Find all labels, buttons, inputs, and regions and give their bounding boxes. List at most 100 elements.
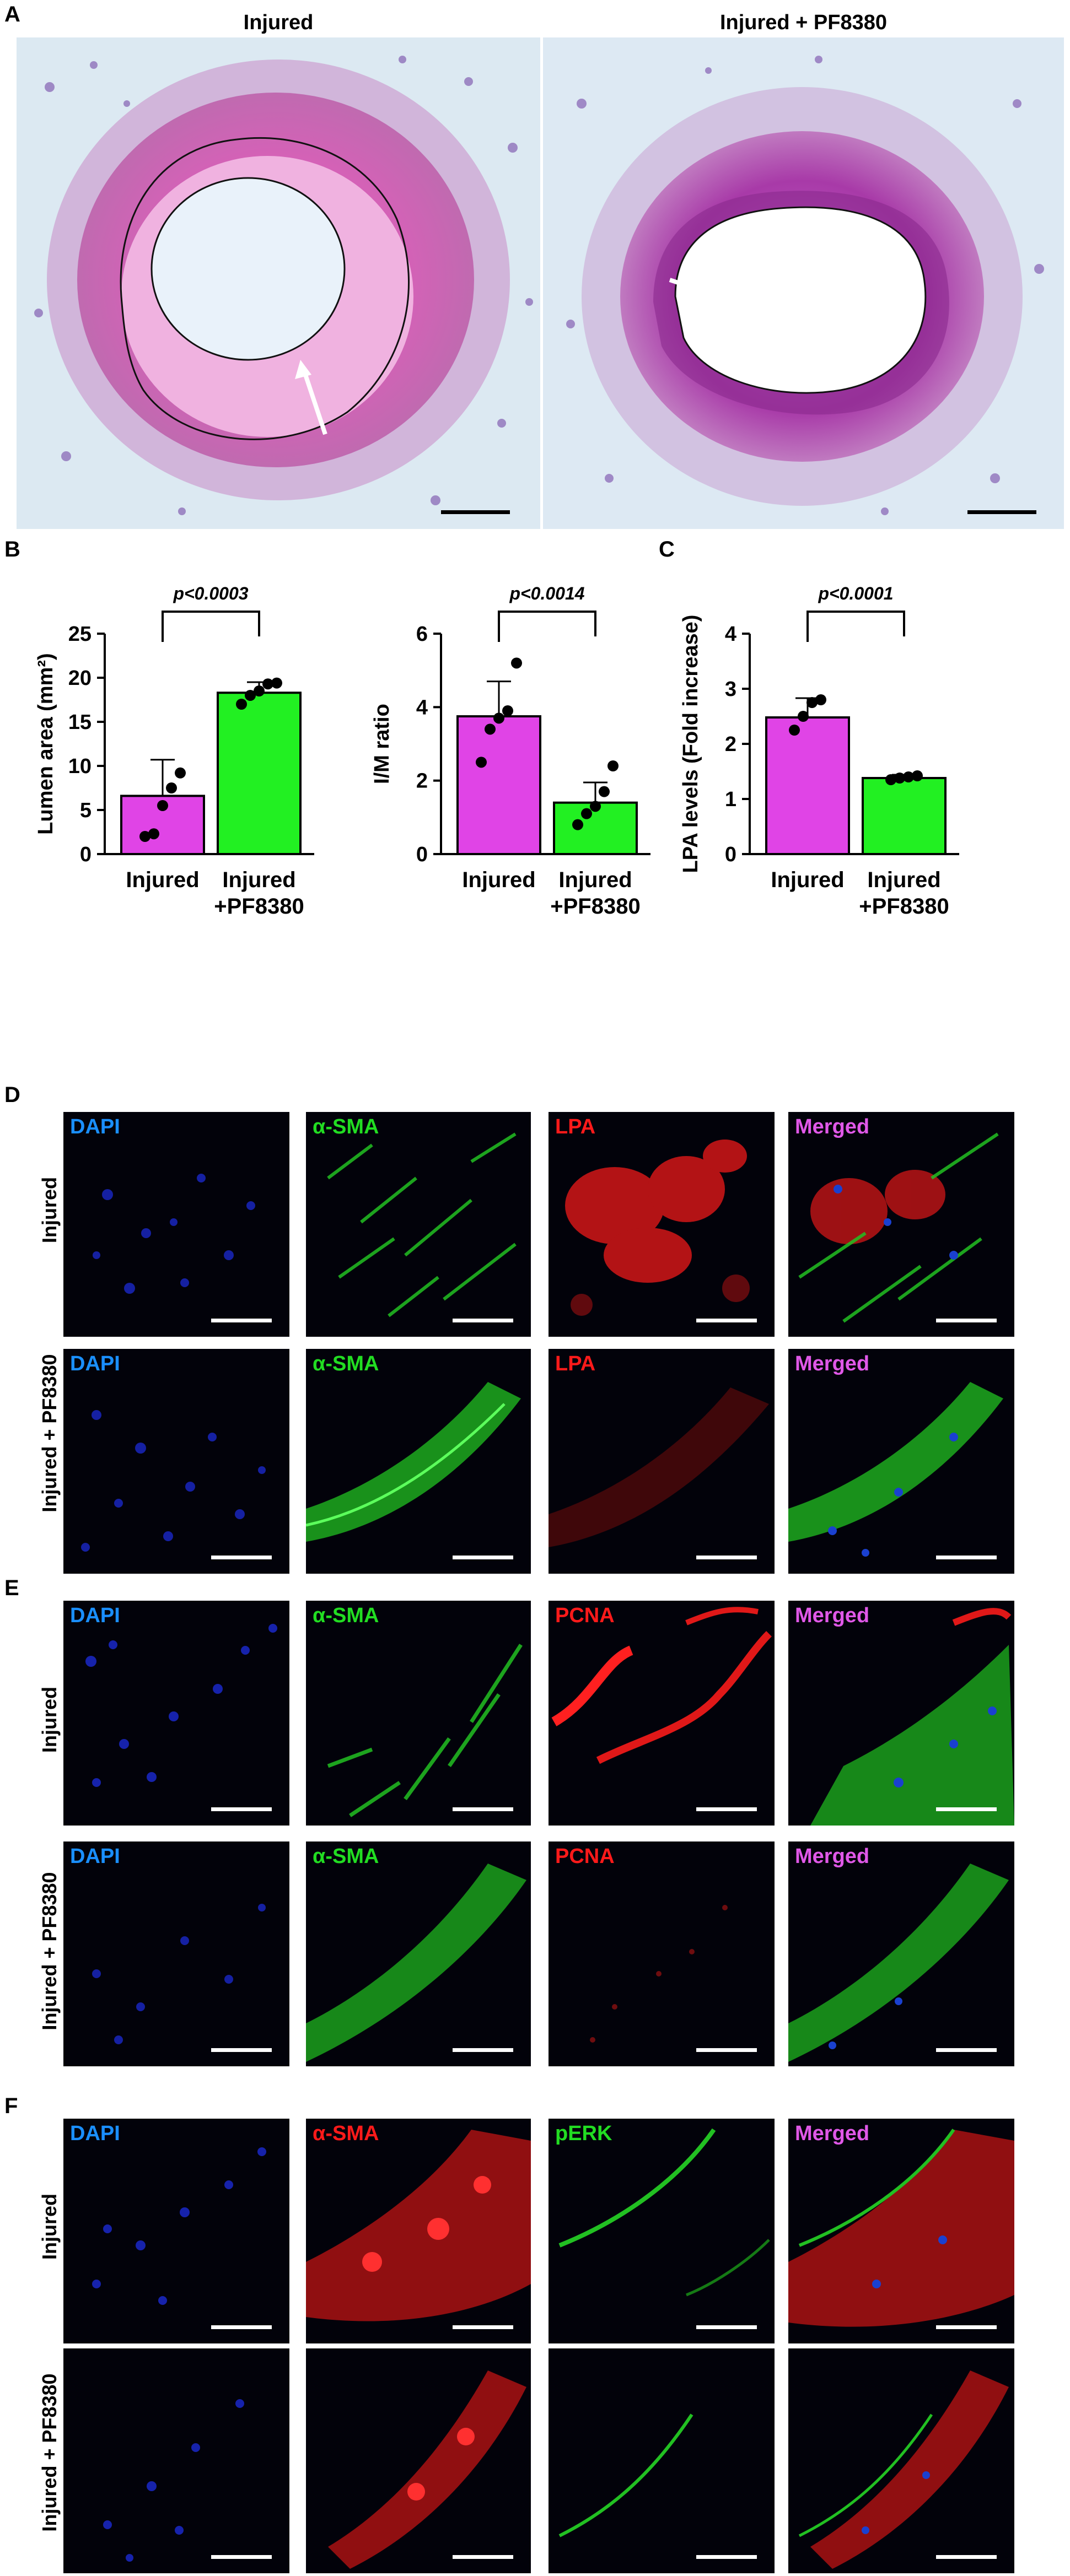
data-point bbox=[236, 699, 247, 710]
data-point bbox=[254, 685, 265, 696]
panel-d-pf8380-lpa-image: LPA bbox=[549, 1349, 775, 1574]
x-tick-label: Injured bbox=[126, 868, 199, 892]
data-point bbox=[157, 800, 168, 811]
y-tick-label: 3 bbox=[725, 678, 736, 701]
histology-injured-image bbox=[17, 37, 540, 529]
data-point bbox=[166, 782, 177, 793]
y-tick-label: 4 bbox=[416, 696, 428, 719]
p-value-label: p<0.0001 bbox=[818, 584, 893, 603]
data-point bbox=[502, 705, 513, 716]
panel-f-pf8380-sma-image bbox=[306, 2348, 531, 2573]
panel-e-row-label-injured: Injured bbox=[38, 1687, 61, 1753]
channel-label-sma: α-SMA bbox=[313, 2122, 379, 2145]
panel-f-injured-merged-image: Merged bbox=[788, 2119, 1014, 2343]
channel-label-dapi: DAPI bbox=[70, 2122, 120, 2145]
y-tick-label: 0 bbox=[416, 843, 428, 866]
panel-e-pf8380-sma-image: α-SMA bbox=[306, 1841, 531, 2066]
scale-bar bbox=[967, 510, 1036, 514]
x-tick-label: Injured bbox=[222, 868, 295, 892]
panel-f-injured-perk-image: pERK bbox=[549, 2119, 775, 2343]
significance-bracket bbox=[498, 611, 596, 642]
data-point bbox=[798, 711, 809, 722]
scale-bar bbox=[453, 1319, 513, 1322]
panel-a-left-title: Injured bbox=[243, 11, 314, 34]
channel-label-merged: Merged bbox=[795, 1115, 870, 1138]
panel-label-d: D bbox=[4, 1083, 20, 1107]
channel-label-lpa: LPA bbox=[555, 1352, 596, 1375]
x-tick-label: Injured bbox=[558, 868, 632, 892]
y-tick-label: 15 bbox=[68, 711, 92, 734]
data-point bbox=[912, 770, 923, 781]
scale-bar bbox=[453, 2325, 513, 2329]
panel-label-e: E bbox=[4, 1576, 19, 1600]
scale-bar bbox=[441, 510, 510, 514]
channel-label-sma: α-SMA bbox=[313, 1845, 379, 1868]
x-tick-label: +PF8380 bbox=[859, 894, 949, 919]
data-point bbox=[903, 771, 914, 782]
panel-label-c: C bbox=[659, 537, 675, 561]
panel-d-row-label-injured-pf8380: Injured + PF8380 bbox=[38, 1354, 61, 1513]
p-value-label: p<0.0014 bbox=[509, 584, 584, 603]
bar bbox=[456, 715, 541, 855]
panel-f-pf8380-merged-image bbox=[788, 2348, 1014, 2573]
scale-bar bbox=[696, 1319, 757, 1322]
channel-label-perk: pERK bbox=[555, 2122, 612, 2145]
scale-bar bbox=[936, 1807, 997, 1811]
panel-f-row-label-injured: Injured bbox=[38, 2194, 61, 2260]
panel-d-injured-dapi-image: DAPI bbox=[63, 1112, 289, 1337]
scale-bar bbox=[453, 1807, 513, 1811]
panel-d-pf8380-dapi-image: DAPI bbox=[63, 1349, 289, 1574]
channel-label-sma: α-SMA bbox=[313, 1604, 379, 1627]
scale-bar bbox=[453, 2048, 513, 2052]
y-tick-label: 5 bbox=[80, 799, 92, 822]
y-tick-label: 0 bbox=[80, 843, 92, 866]
panel-e-injured-merged-image: Merged bbox=[788, 1601, 1014, 1826]
data-point bbox=[590, 801, 601, 812]
y-tick-label: 1 bbox=[725, 788, 736, 811]
scale-bar bbox=[211, 1319, 272, 1322]
y-axis-label: LPA levels (Fold increase) bbox=[679, 615, 702, 873]
data-point bbox=[271, 677, 282, 689]
scale-bar bbox=[696, 2048, 757, 2052]
panel-f-injured-dapi-image: DAPI bbox=[63, 2119, 289, 2343]
lpa-levels-chart: 0 1 2 3 4 LPA levels (Fold increase) Injured In… bbox=[679, 584, 959, 919]
panel-d-injured-lpa-image: LPA bbox=[549, 1112, 775, 1337]
panel-f-pf8380-perk-image bbox=[549, 2348, 775, 2573]
data-point bbox=[262, 678, 273, 690]
y-axis-label: Lumen area (mm²) bbox=[34, 653, 57, 834]
channel-label-dapi: DAPI bbox=[70, 1604, 120, 1627]
bar bbox=[765, 716, 850, 855]
x-tick-label: Injured bbox=[771, 868, 844, 892]
lumen-area-chart: 0 5 10 15 20 25 Lumen area (mm²) Injured Injured… bbox=[34, 584, 314, 919]
panel-f-row-label-injured-pf8380: Injured + PF8380 bbox=[38, 2373, 61, 2532]
panel-e-injured-dapi-image: DAPI bbox=[63, 1601, 289, 1826]
data-point bbox=[806, 697, 818, 708]
data-point bbox=[572, 819, 583, 830]
histology-injured-pf8380-image bbox=[543, 37, 1064, 529]
channel-label-merged: Merged bbox=[795, 1845, 870, 1868]
channel-label-lpa: LPA bbox=[555, 1115, 596, 1138]
scale-bar bbox=[453, 2555, 513, 2559]
panel-label-a: A bbox=[4, 2, 20, 26]
panel-label-f: F bbox=[4, 2094, 18, 2118]
panel-e-injured-pcna-image: PCNA bbox=[549, 1601, 775, 1826]
data-point bbox=[815, 694, 826, 705]
panel-f-pf8380-dapi-image bbox=[63, 2348, 289, 2573]
panel-e-row-label-injured-pf8380: Injured + PF8380 bbox=[38, 1872, 61, 2030]
panel-d-injured-sma-image: α-SMA bbox=[306, 1112, 531, 1337]
channel-label-merged: Merged bbox=[795, 2122, 870, 2145]
scale-bar bbox=[936, 1319, 997, 1322]
data-point bbox=[245, 690, 256, 701]
data-point bbox=[511, 657, 522, 669]
data-point bbox=[885, 774, 896, 785]
scale-bar bbox=[211, 2048, 272, 2052]
data-point bbox=[485, 723, 496, 735]
significance-bracket bbox=[162, 611, 260, 642]
panel-d-row-label-injured: Injured bbox=[38, 1177, 61, 1244]
y-tick-label: 4 bbox=[725, 623, 736, 646]
channel-label-merged: Merged bbox=[795, 1604, 870, 1627]
y-tick-label: 2 bbox=[416, 770, 428, 793]
y-tick-label: 0 bbox=[725, 843, 736, 866]
panel-a-right-title: Injured + PF8380 bbox=[719, 11, 888, 34]
